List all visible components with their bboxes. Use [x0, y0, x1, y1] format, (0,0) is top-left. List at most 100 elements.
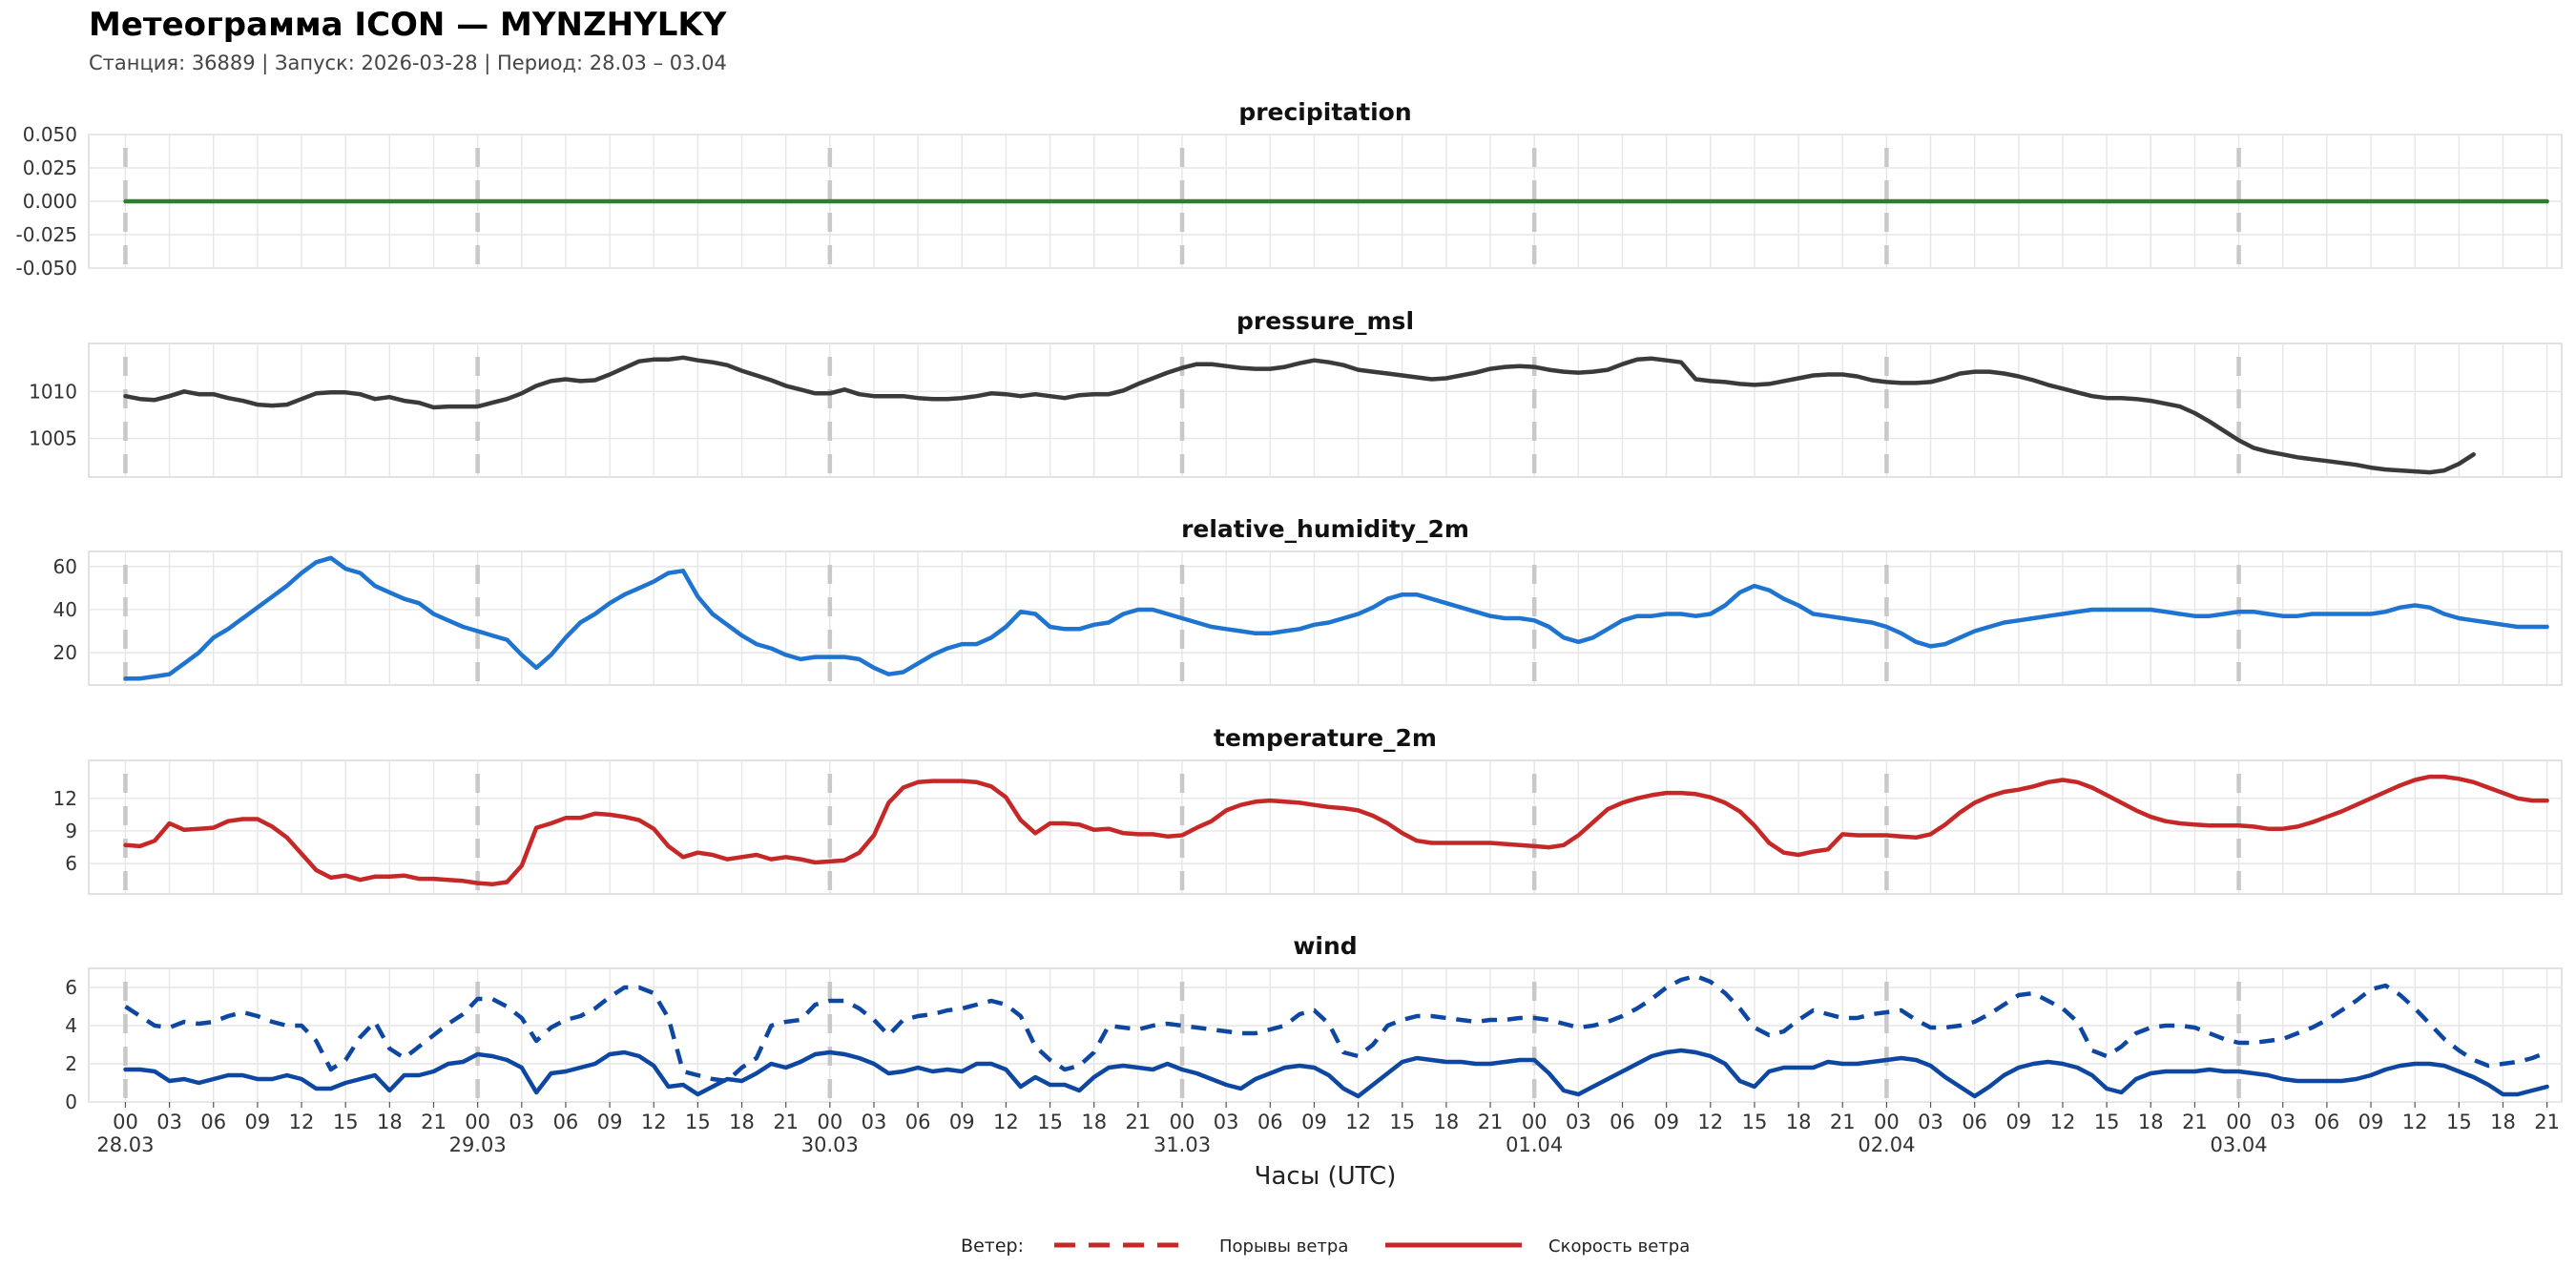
legend-label: Порывы ветра	[1219, 1236, 1348, 1257]
x-day-label: 03.04	[2211, 1133, 2268, 1156]
series-line-порывы-ветра	[124, 973, 2548, 1084]
x-tick-label: 09	[949, 1111, 975, 1133]
x-tick-label: 15	[685, 1111, 711, 1133]
x-tick-label: 18	[2490, 1111, 2516, 1133]
panel-pressure-msl: 1010 1005 pressure_msl	[29, 307, 2563, 478]
x-tick-label: 00	[817, 1111, 842, 1133]
y-tick-label: 0.050	[23, 123, 77, 146]
legend-title: Ветер:	[961, 1236, 1024, 1257]
panel-relative-humidity-2m: 60 40 20 relative_humidity_2m	[53, 515, 2563, 686]
x-tick-label: 09	[245, 1111, 271, 1133]
panel-precipitation: 0.050 0.025 0.000 -0.025 -0.050 precipitation	[16, 98, 2563, 280]
x-tick-label: 21	[773, 1111, 799, 1133]
x-tick-label: 12	[993, 1111, 1019, 1133]
x-tick-label: 18	[1081, 1111, 1107, 1133]
x-tick-label: 18	[1434, 1111, 1460, 1133]
x-tick-label: 21	[421, 1111, 447, 1133]
y-tick-label: 1010	[29, 380, 77, 403]
x-tick-label: 12	[289, 1111, 315, 1133]
x-tick-label: 12	[2402, 1111, 2428, 1133]
x-tick-label: 12	[1697, 1111, 1723, 1133]
panel-title: relative_humidity_2m	[1181, 515, 1469, 543]
x-day-label: 01.04	[1506, 1133, 1563, 1156]
x-day-label: 31.03	[1153, 1133, 1211, 1156]
y-tick-label: 1005	[29, 427, 77, 450]
x-tick-label: 15	[1037, 1111, 1063, 1133]
x-tick-label: 18	[729, 1111, 755, 1133]
x-tick-label: 18	[2138, 1111, 2164, 1133]
x-tick-label: 06	[905, 1111, 931, 1133]
x-tick-label: 03	[1918, 1111, 1943, 1133]
y-tick-label: -0.025	[16, 223, 77, 246]
y-tick-label: 2	[65, 1052, 77, 1075]
y-tick-label: -0.050	[16, 257, 77, 280]
panel-title: wind	[1293, 932, 1357, 960]
x-axis-label: Часы (UTC)	[1255, 1162, 1397, 1191]
x-tick-label: 06	[200, 1111, 226, 1133]
x-tick-label: 06	[2315, 1111, 2340, 1133]
series-line-temperature_2m	[123, 774, 2549, 887]
x-tick-label: 00	[2226, 1111, 2252, 1133]
legend: Ветер: Порывы ветра Скорость ветра	[961, 1236, 1690, 1257]
x-tick-label: 12	[1345, 1111, 1371, 1133]
panel-frame	[88, 967, 2563, 1103]
x-day-label: 30.03	[801, 1133, 859, 1156]
legend-label: Скорость ветра	[1548, 1236, 1690, 1257]
x-tick-label: 15	[1742, 1111, 1768, 1133]
x-tick-label: 09	[1301, 1111, 1327, 1133]
x-tick-label: 18	[377, 1111, 403, 1133]
x-tick-label: 00	[113, 1111, 138, 1133]
y-tick-label: 60	[53, 555, 77, 578]
y-tick-label: 9	[65, 820, 77, 842]
x-tick-label: 15	[2094, 1111, 2120, 1133]
x-tick-label: 03	[156, 1111, 182, 1133]
x-tick-label: 00	[1522, 1111, 1548, 1133]
y-tick-label: 0.000	[23, 190, 77, 213]
x-tick-label: 21	[1478, 1111, 1504, 1133]
x-tick-label: 21	[1126, 1111, 1152, 1133]
y-tick-label: 20	[53, 641, 77, 664]
x-tick-label: 21	[2182, 1111, 2208, 1133]
x-tick-label: 09	[2358, 1111, 2384, 1133]
y-tick-label: 0.025	[23, 156, 77, 179]
x-tick-label: 09	[2005, 1111, 2031, 1133]
x-tick-label: 15	[333, 1111, 359, 1133]
x-tick-label: 03	[509, 1111, 534, 1133]
panel-frame	[88, 551, 2563, 686]
y-tick-label: 6	[65, 976, 77, 999]
x-tick-label: 00	[465, 1111, 490, 1133]
series-line-relative_humidity_2m	[123, 555, 2549, 681]
x-tick-label: 06	[1962, 1111, 1987, 1133]
chart-subtitle: Станция: 36889 | Запуск: 2026-03-28 | Пе…	[89, 52, 727, 74]
x-tick-label: 21	[1830, 1111, 1856, 1133]
x-day-label: 29.03	[449, 1133, 507, 1156]
panel-frame	[88, 759, 2563, 895]
x-tick-label: 15	[1389, 1111, 1415, 1133]
panel-title: precipitation	[1238, 98, 1411, 126]
x-tick-label: 12	[641, 1111, 667, 1133]
x-tick-label: 03	[1566, 1111, 1591, 1133]
x-tick-label: 15	[2446, 1111, 2472, 1133]
panel-title: temperature_2m	[1214, 724, 1437, 752]
x-tick-label: 06	[1610, 1111, 1635, 1133]
x-tick-label: 00	[1874, 1111, 1900, 1133]
x-tick-label: 06	[553, 1111, 579, 1133]
panel-frame	[88, 343, 2563, 478]
y-tick-label: 40	[53, 598, 77, 621]
x-tick-label: 18	[1786, 1111, 1812, 1133]
y-tick-label: 4	[65, 1014, 77, 1037]
panel-temperature-2m: 12 9 6 temperature_2m	[53, 724, 2563, 895]
x-tick-label: 03	[1214, 1111, 1239, 1133]
x-tick-label: 03	[2270, 1111, 2296, 1133]
x-tick-label: 09	[1653, 1111, 1679, 1133]
x-tick-label: 21	[2534, 1111, 2560, 1133]
series-line-скорость-ветра	[123, 1048, 2549, 1099]
y-tick-label: 12	[53, 787, 77, 810]
panel-title: pressure_msl	[1236, 307, 1414, 335]
x-tick-label: 12	[2050, 1111, 2076, 1133]
chart-title: Метеограмма ICON — MYNZHYLKY	[89, 6, 727, 44]
x-tick-label: 00	[1170, 1111, 1195, 1133]
y-tick-label: 0	[65, 1091, 77, 1113]
x-tick-label: 09	[597, 1111, 623, 1133]
